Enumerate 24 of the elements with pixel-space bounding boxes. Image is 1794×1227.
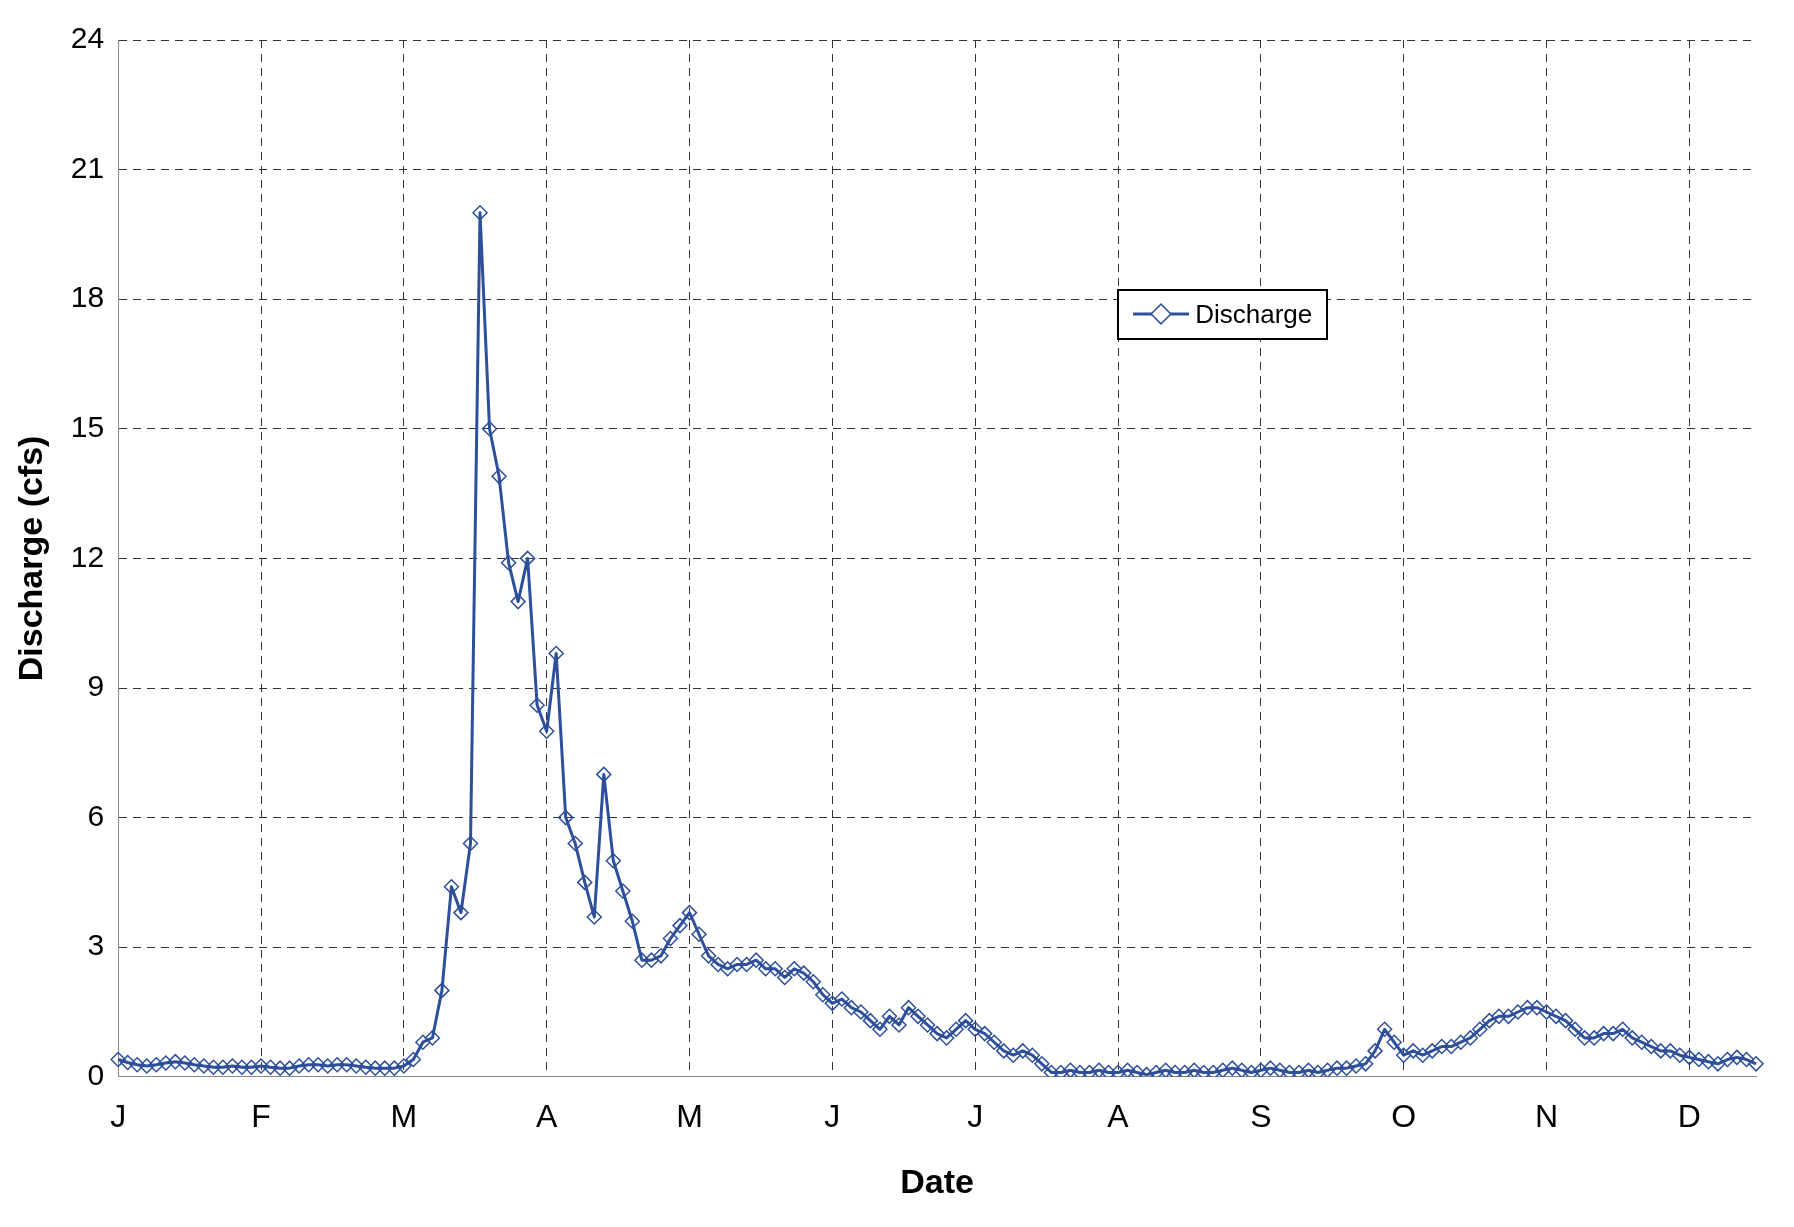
y-tick-label: 3 xyxy=(87,928,105,962)
x-tick-label: M xyxy=(390,1097,418,1134)
x-tick-label: F xyxy=(251,1097,271,1134)
x-tick-label: J xyxy=(110,1097,127,1134)
x-tick-label: M xyxy=(676,1097,703,1134)
y-tick-label: 6 xyxy=(87,798,105,832)
y-tick-label: 18 xyxy=(70,280,105,314)
y-tick-label: 0 xyxy=(87,1058,105,1092)
x-tick-label: O xyxy=(1391,1097,1417,1134)
x-tick-label: A xyxy=(1107,1097,1130,1134)
x-tick-label: N xyxy=(1534,1097,1559,1134)
x-tick-label: J xyxy=(967,1097,984,1134)
y-tick-label: 9 xyxy=(87,669,105,703)
y-tick-label: 12 xyxy=(70,539,105,573)
y-tick-label: 21 xyxy=(70,150,105,184)
x-tick-label: D xyxy=(1677,1097,1701,1134)
y-axis-title: Discharge (cfs) xyxy=(10,435,49,682)
x-tick-label: S xyxy=(1250,1097,1272,1134)
legend-label: Discharge xyxy=(1195,298,1313,330)
y-tick-label: 24 xyxy=(70,21,105,55)
y-tick-label: 15 xyxy=(70,410,105,444)
x-tick-label: A xyxy=(536,1097,558,1134)
x-tick-label: J xyxy=(824,1097,841,1134)
x-axis-title: Date xyxy=(900,1161,974,1200)
